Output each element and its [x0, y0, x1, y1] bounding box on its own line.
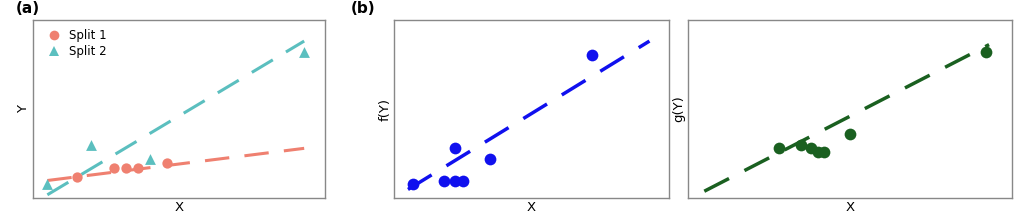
- Y-axis label: g(Y): g(Y): [673, 96, 685, 122]
- Point: [69, 175, 85, 179]
- Y-axis label: Y: Y: [17, 105, 30, 113]
- X-axis label: X: X: [527, 201, 536, 214]
- Point: [803, 146, 819, 150]
- Text: (b): (b): [350, 1, 375, 16]
- Point: [130, 166, 146, 170]
- Point: [118, 166, 134, 170]
- Point: [584, 54, 600, 57]
- Point: [141, 157, 158, 161]
- Point: [816, 150, 833, 154]
- Point: [296, 50, 312, 54]
- Point: [482, 157, 499, 161]
- Point: [794, 143, 810, 146]
- Point: [406, 182, 422, 186]
- X-axis label: X: X: [846, 201, 854, 214]
- Point: [978, 50, 994, 54]
- Point: [159, 161, 175, 164]
- Point: [842, 132, 858, 136]
- Point: [770, 146, 786, 150]
- Point: [39, 182, 55, 186]
- Point: [446, 179, 463, 182]
- Point: [106, 166, 123, 170]
- Point: [435, 179, 452, 182]
- Point: [83, 143, 99, 146]
- Text: (a): (a): [15, 1, 39, 16]
- Legend: Split 1, Split 2: Split 1, Split 2: [39, 26, 111, 61]
- Point: [455, 179, 471, 182]
- Y-axis label: f(Y): f(Y): [379, 97, 391, 121]
- X-axis label: X: X: [174, 201, 183, 214]
- Point: [446, 146, 463, 150]
- Point: [809, 150, 825, 154]
